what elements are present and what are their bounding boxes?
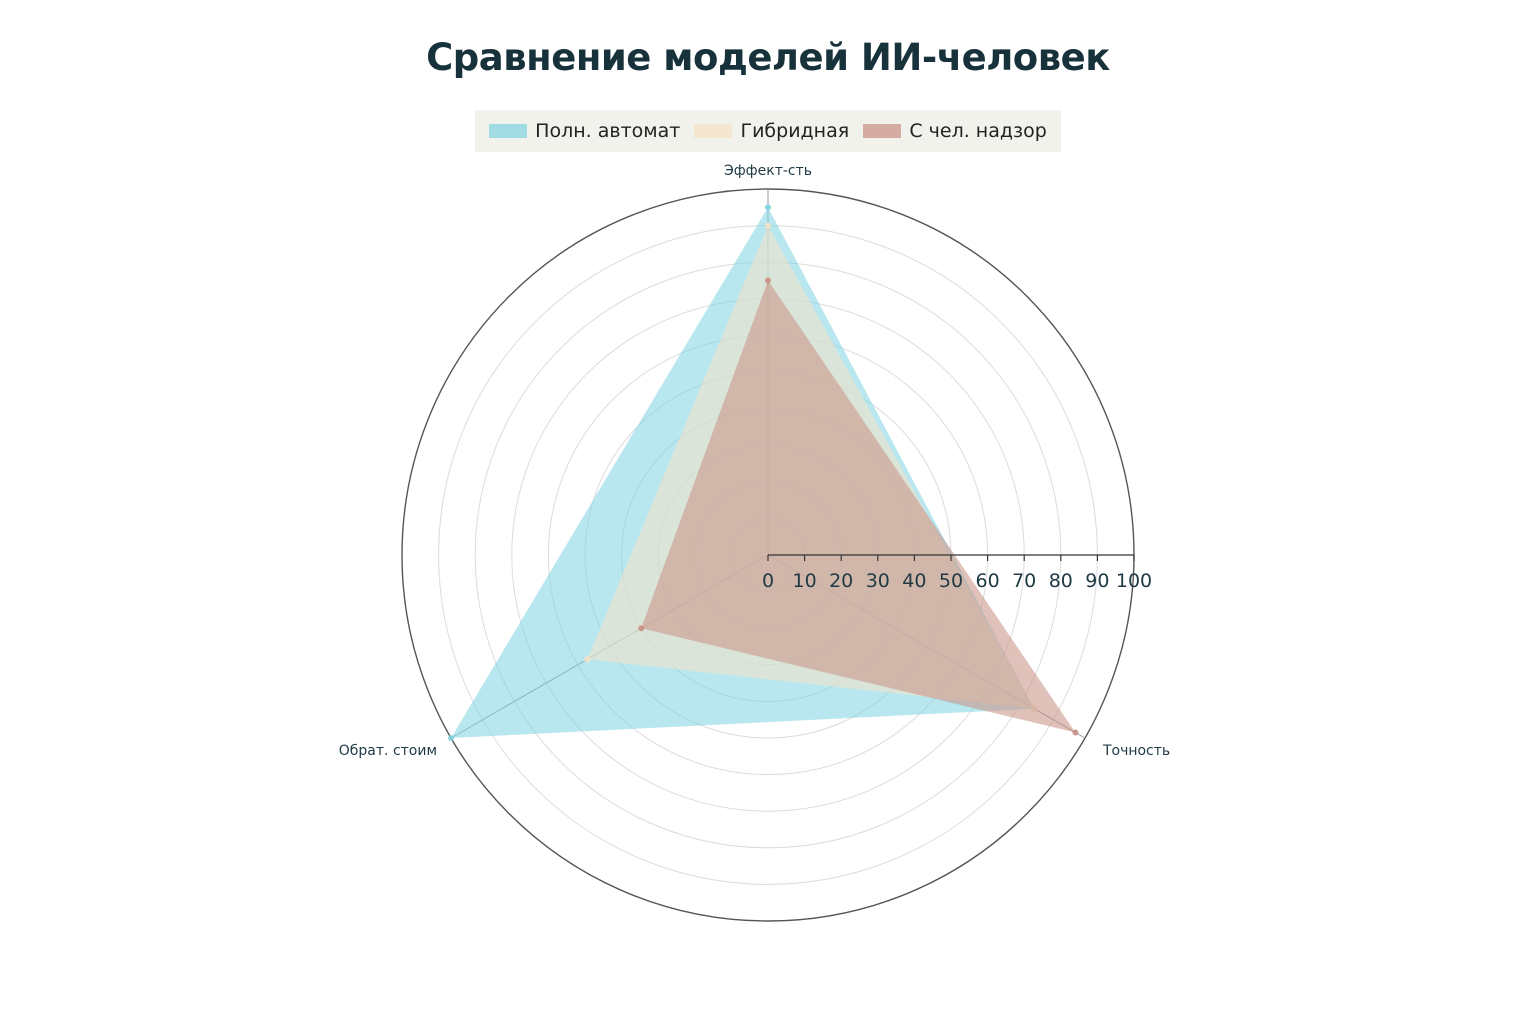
legend-label: С чел. надзор [909, 120, 1047, 142]
radial-tick-label: 0 [762, 570, 774, 592]
data-point [1072, 729, 1079, 736]
legend-item-hybrid[interactable]: Гибридная [694, 120, 849, 142]
legend-item-full-auto[interactable]: Полн. автомат [489, 120, 680, 142]
series-area [641, 280, 1076, 733]
axis-label: Обрат. стоим [339, 743, 437, 759]
legend-swatch [489, 124, 528, 138]
data-point [448, 735, 455, 741]
chart-title: Сравнение моделей ИИ-человек [426, 36, 1110, 79]
legend-swatch [694, 124, 733, 138]
data-point [765, 277, 771, 284]
data-point [765, 204, 771, 211]
radial-tick-label: 40 [902, 570, 926, 592]
legend-swatch [863, 124, 902, 138]
legend: Полн. автомат Гибридная С чел. надзор [475, 110, 1061, 152]
axis-label: Точность [1102, 743, 1170, 759]
radial-tick-label: 100 [1116, 570, 1152, 592]
legend-label: Полн. автомат [535, 120, 681, 142]
legend-label: Гибридная [740, 120, 850, 142]
legend-item-human-oversight[interactable]: С чел. надзор [863, 120, 1047, 142]
data-point [765, 222, 771, 229]
radial-tick-label: 10 [793, 570, 817, 592]
data-point [584, 656, 591, 663]
axis-label: Эффект-сть [724, 163, 812, 179]
radial-tick-label: 80 [1049, 570, 1073, 592]
radial-tick-label: 90 [1085, 570, 1109, 592]
radial-tick-label: 70 [1012, 570, 1036, 592]
radial-tick-label: 50 [939, 570, 963, 592]
radial-tick-label: 20 [829, 570, 853, 592]
radial-tick-label: 60 [976, 570, 1000, 592]
radial-tick-label: 30 [866, 570, 890, 592]
data-point [638, 625, 645, 632]
